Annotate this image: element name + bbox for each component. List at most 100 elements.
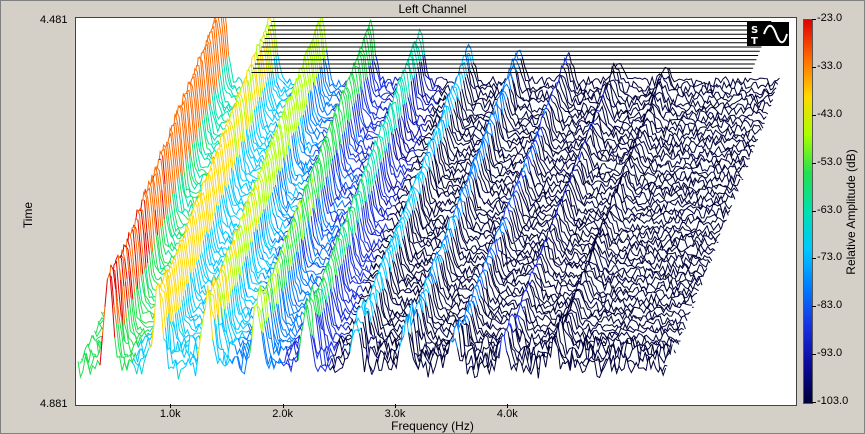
colorbar-tick-mark [812, 162, 816, 164]
spectrum-slice-line [566, 189, 729, 221]
spectrum-slice-line [120, 279, 124, 327]
spectrum-slice-line [166, 316, 170, 352]
spectrum-slice-line [343, 227, 347, 233]
spectrum-slice-line [366, 77, 388, 108]
spectrum-slice-line [453, 218, 457, 227]
spectrum-slice-line [237, 157, 256, 191]
spectrum-slice-line [363, 81, 387, 117]
spectrum-slice-line [251, 302, 263, 339]
spectrum-slice-line [302, 197, 309, 221]
spectrum-slice-line [276, 174, 280, 200]
spectrum-slice-line [510, 206, 514, 209]
slice-fill [78, 272, 666, 380]
spectrum-slice-line [454, 91, 458, 98]
spectrum-slice-line [410, 121, 415, 126]
spectrum-slice-line [279, 252, 286, 287]
spectrum-slice-line [318, 244, 322, 247]
spectrum-slice-line [316, 288, 323, 313]
spectrum-slice-line [457, 348, 500, 379]
spectrum-slice-line [417, 107, 431, 114]
spectrum-slice-line [270, 289, 274, 314]
spectrum-slice-line [154, 209, 159, 236]
colorbar-tick-label: -33.0 [817, 59, 843, 72]
spectrum-slice-line [451, 85, 455, 93]
spectrum-slice-line [369, 111, 383, 121]
spectrum-slice-line [278, 198, 283, 207]
spectrum-slice-line [202, 147, 211, 156]
x-tick-label: 3.0k [384, 408, 406, 420]
spectrum-slice-line [427, 274, 432, 279]
spectrum-slice-line [173, 193, 178, 211]
spectrum-slice-line [246, 255, 265, 285]
spectrum-slice-line [429, 152, 433, 161]
spectrum-slice-line [368, 65, 389, 101]
spectrum-slice-line [141, 361, 145, 375]
spectrum-slice-line [422, 120, 428, 127]
spectrum-slice-line [183, 171, 190, 191]
spectrum-slice-line [380, 234, 384, 241]
spectrum-slice-line [409, 157, 413, 162]
spectrum-slice-line [361, 89, 368, 109]
colorbar-title: Relative Amplitude (dB) [844, 149, 858, 275]
spectrum-slice-line [381, 218, 386, 222]
spectrum-slice-line [197, 337, 201, 357]
spectrum-slice-line [313, 159, 322, 190]
spectrum-slice-line [416, 96, 420, 99]
spectrum-slice-line [313, 110, 318, 117]
colorbar-tick-label: -23.0 [817, 12, 843, 24]
spectrum-slice-line [376, 243, 381, 250]
spectrum-slice-line [148, 282, 165, 349]
spectrum-slice-line [318, 219, 322, 227]
spectrum-slice-line [367, 152, 376, 181]
spectrum-slice-line [299, 243, 310, 282]
x-axis: 1.0k 2.0k 3.0k 4.0k [75, 404, 797, 434]
spectrum-slice-line [371, 223, 375, 230]
spectrum-slice-line [225, 188, 244, 216]
x-axis-title: Frequency (Hz) [391, 419, 474, 433]
spectrum-slice-line [222, 284, 227, 314]
spectrum-slice-line [351, 157, 372, 164]
spectrum-slice-line [288, 145, 292, 171]
spectrum-slice-line [379, 228, 386, 240]
spectrum-slice-line [276, 261, 280, 275]
spectrum-slice-line [375, 54, 396, 87]
spectrum-slice-line [190, 154, 194, 169]
spectrum-slice-line [404, 160, 413, 166]
spectrum-slice-line [282, 81, 287, 86]
spectrum-slice-line [550, 86, 557, 97]
spectrum-slice-line [132, 299, 151, 333]
spectrum-slice-line [515, 171, 524, 185]
spectrum-slice-line [262, 237, 276, 255]
spectrum-slice-line [541, 253, 704, 284]
spectrum-slice-line [349, 206, 353, 211]
plot-area[interactable] [75, 17, 797, 406]
spectrum-slice-line [337, 341, 341, 347]
spectrum-slice-line [408, 138, 414, 142]
spectrum-slice-line [441, 109, 448, 129]
x-tick-mark [507, 404, 509, 408]
spectrum-slice-line [528, 282, 691, 318]
spectrum-slice-line [333, 154, 338, 172]
spectrum-slice-line [392, 167, 396, 177]
spectrum-slice-line [304, 236, 308, 253]
chart-title: Left Channel [398, 2, 467, 16]
spectrum-slice-line [400, 335, 405, 342]
spectrum-slice-line [157, 252, 162, 270]
spectrum-slice-line [253, 84, 257, 106]
spectrum-slice-line [269, 196, 274, 214]
spectrum-slice-line [148, 287, 152, 291]
spectrum-slice-line [229, 265, 233, 290]
spectrum-slice-line [512, 317, 673, 360]
spectrum-slice-line [499, 217, 508, 230]
spectrum-slice-line [266, 260, 270, 266]
spectrum-slice-line [413, 150, 417, 156]
spectrum-slice-line [284, 191, 289, 204]
spectrum-slice-line [300, 238, 305, 259]
spectrum-slice-line [373, 234, 379, 237]
spectrum-slice-line [314, 248, 318, 250]
spectrum-slice-line [493, 125, 537, 159]
spectrum-slice-line [324, 299, 346, 342]
spectrum-slice-line [251, 241, 268, 275]
spectrum-slice-line [372, 315, 388, 344]
spectrum-slice-line [338, 267, 359, 308]
